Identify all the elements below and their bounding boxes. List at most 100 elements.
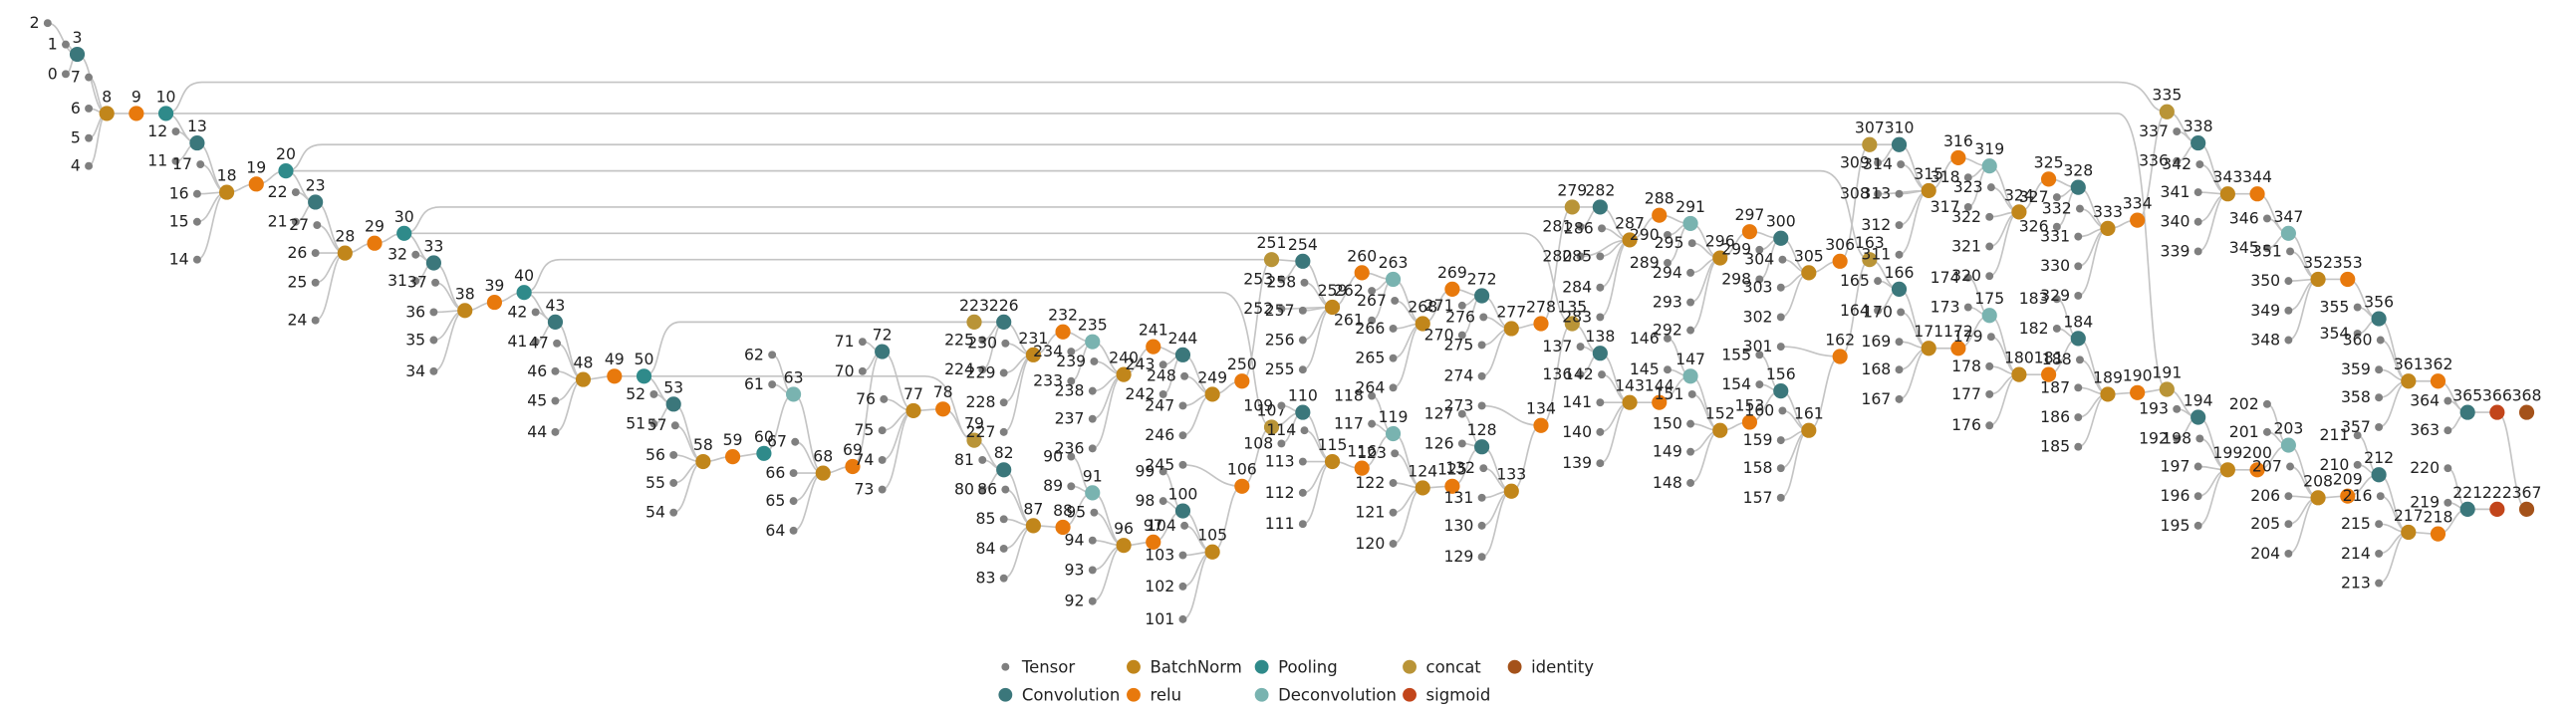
node-label: 245 (1145, 455, 1174, 474)
node-label: 268 (1408, 297, 1437, 316)
node-label: 41 (507, 332, 527, 351)
tensor-node (196, 160, 205, 168)
node-label: 330 (2040, 256, 2070, 275)
op-node (2070, 331, 2086, 347)
node-label: 193 (2139, 399, 2169, 418)
op-node (2371, 467, 2387, 483)
tensor-node (1001, 485, 1010, 494)
node-label: 299 (1721, 240, 1751, 259)
tensor-node (1368, 316, 1377, 325)
node-label: 295 (1655, 233, 1684, 252)
node-label: 93 (1065, 560, 1085, 579)
tensor-node (978, 336, 987, 345)
op-node (1295, 253, 1311, 269)
node-label: 291 (1675, 197, 1705, 216)
node-label: 74 (854, 450, 874, 469)
tensor-node (2444, 396, 2452, 405)
tensor-node (1389, 354, 1398, 362)
op-node (1116, 538, 1132, 554)
tensor-node (1300, 426, 1309, 435)
tensor-node (1596, 398, 1605, 407)
tensor-node (999, 398, 1008, 407)
node-label: 232 (1048, 306, 1078, 325)
tensor-node (2286, 247, 2294, 256)
edge (882, 409, 914, 491)
op-node (2340, 488, 2356, 504)
tensor-node (1298, 520, 1307, 529)
node-label: 353 (2333, 253, 2363, 272)
tensor-node (669, 508, 678, 517)
tensor-node (531, 338, 540, 347)
node-label: 356 (2364, 293, 2394, 312)
tensor-node (429, 308, 438, 317)
node-label: 207 (2252, 456, 2282, 475)
node-label: 121 (1355, 503, 1385, 522)
tensor-node (999, 574, 1008, 583)
tensor-node (1159, 467, 1167, 476)
skip-edge (165, 81, 2168, 115)
tensor-node (1755, 351, 1764, 359)
op-node (695, 453, 711, 470)
node-label: 241 (1139, 321, 1168, 340)
node-label: 334 (2123, 194, 2153, 213)
op-node (2041, 366, 2057, 382)
legend-marker (1127, 659, 1141, 674)
tensor-node (1576, 343, 1585, 352)
tensor-node (1178, 401, 1187, 410)
tensor-node (858, 366, 867, 375)
node-label: 258 (1266, 273, 1296, 292)
tensor-node (1985, 421, 1994, 430)
tensor-node (551, 366, 560, 375)
tensor-node (551, 427, 560, 436)
legend-label: Pooling (1278, 657, 1338, 676)
node-label: 198 (2162, 428, 2191, 447)
node-label: 56 (645, 445, 665, 464)
node-label: 89 (1043, 476, 1063, 495)
op-node (1564, 316, 1580, 332)
node-label: 38 (455, 284, 475, 303)
node-label: 78 (933, 382, 953, 401)
skip-edge (523, 258, 1272, 294)
tensor-node (2375, 365, 2384, 374)
tensor-node (649, 389, 658, 398)
op-node (2100, 220, 2116, 236)
legend-label: Convolution (1022, 686, 1121, 705)
node-label: 205 (2250, 514, 2280, 533)
node-label: 287 (1615, 213, 1645, 232)
tensor-node (1778, 406, 1787, 415)
op-node (1354, 460, 1370, 476)
edge (315, 252, 346, 322)
tensor-node (1180, 521, 1189, 530)
node-label: 332 (2042, 199, 2072, 218)
node-label: 64 (765, 521, 785, 540)
tensor-node (1963, 202, 1972, 211)
op-node (1981, 158, 1997, 174)
node-label: 338 (2184, 117, 2213, 135)
tensor-node (2074, 413, 2083, 421)
tensor-node (1477, 341, 1486, 350)
node-label: 88 (1053, 501, 1073, 520)
tensor-node (1985, 389, 1994, 398)
node-label: 348 (2250, 330, 2280, 349)
node-label: 252 (1243, 299, 1273, 318)
tensor-node (791, 437, 800, 446)
node-label: 221 (2452, 483, 2482, 502)
node-label: 59 (723, 430, 743, 449)
edge (1092, 544, 1125, 602)
op-node (2011, 366, 2027, 382)
tensor-node (878, 426, 887, 435)
edge (2288, 497, 2319, 555)
node-label: 238 (1055, 381, 1085, 400)
node-label: 139 (1562, 453, 1592, 472)
op-node (2159, 381, 2175, 397)
tensor-node (171, 127, 180, 136)
tensor-node (2444, 464, 2452, 473)
tensor-node (1067, 348, 1076, 356)
op-node (2249, 186, 2265, 202)
tensor-node (2375, 422, 2384, 431)
edge (2378, 379, 2410, 428)
tensor-node (2375, 549, 2384, 558)
op-node (1234, 373, 1250, 389)
node-label: 311 (1861, 245, 1891, 264)
